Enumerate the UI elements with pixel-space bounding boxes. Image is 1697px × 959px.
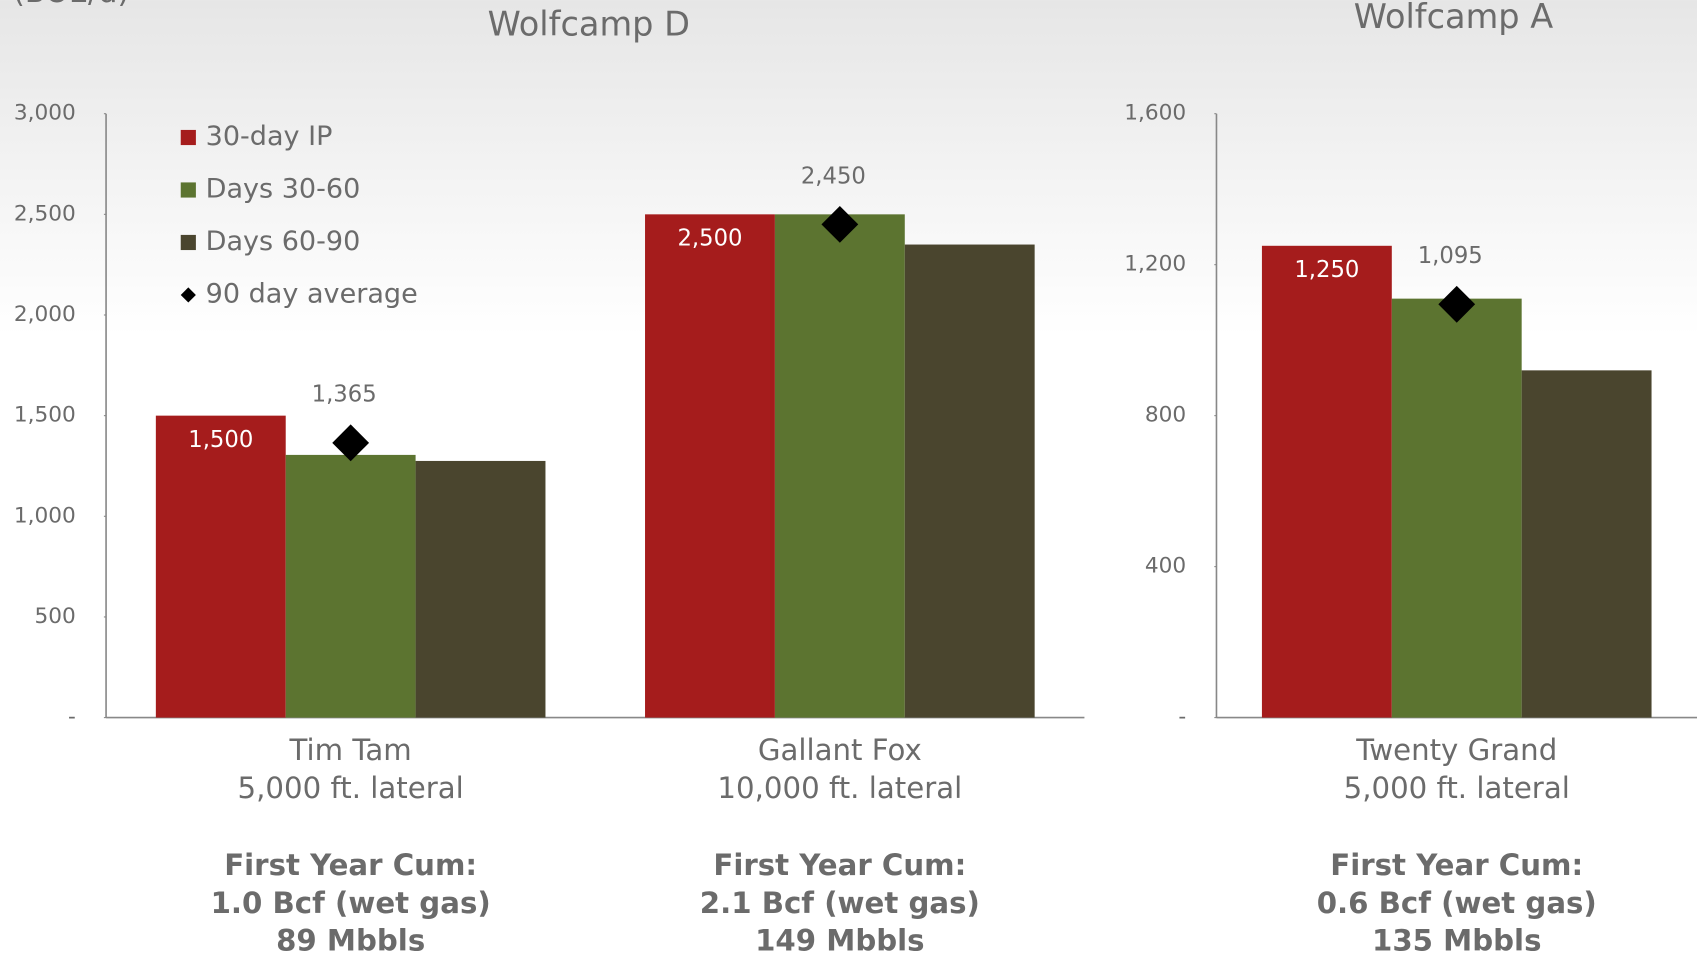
y-tick-label: - [68, 705, 76, 730]
legend-swatch [180, 182, 196, 198]
bar [1261, 245, 1392, 718]
y-tick-label: 2,000 [14, 302, 76, 327]
legend-label: Days 60-90 [206, 226, 361, 257]
y-tick-label: 400 [1145, 554, 1186, 579]
y-tick-label: 500 [34, 604, 75, 629]
legend-swatch [180, 129, 196, 146]
footnote: First Year Cum: [1330, 848, 1583, 882]
average-marker [1438, 285, 1476, 323]
average-value-label: 1,365 [312, 382, 377, 408]
footnote: 89 Mbbls [276, 924, 425, 958]
bar [1391, 298, 1522, 718]
category-note: 5,000 ft. lateral [238, 771, 464, 805]
y-tick-label: 1,600 [1124, 101, 1186, 126]
legend-label: Days 30-60 [206, 173, 361, 204]
bar [1521, 370, 1652, 718]
legend-label: 90 day average [206, 278, 418, 309]
average-value-label: 2,450 [801, 163, 866, 189]
bar [645, 214, 775, 718]
y-tick-label: 1,500 [14, 403, 76, 428]
category-note: 5,000 ft. lateral [1344, 771, 1570, 805]
footnote: First Year Cum: [713, 848, 966, 882]
y-tick-label: 3,000 [14, 101, 76, 126]
legend-swatch [180, 234, 196, 251]
chart-title: Wolfcamp A [1354, 0, 1553, 36]
category-label: Twenty Grand [1355, 733, 1557, 767]
bar [415, 460, 546, 718]
bar-value-label: 1,250 [1294, 257, 1359, 283]
bar [285, 454, 416, 718]
y-tick-label: 1,000 [14, 503, 76, 528]
category-label: Tim Tam [289, 733, 412, 767]
bar-value-label: 2,500 [677, 226, 742, 252]
y-tick-label: 1,200 [1124, 252, 1186, 277]
legend-label: 30-day IP [206, 121, 333, 152]
y-axis-label: (BOE/d) [13, 0, 129, 10]
y-tick-label: 2,500 [14, 201, 76, 226]
average-marker [821, 206, 859, 243]
y-tick-label: - [1178, 705, 1186, 730]
average-value-label: 1,095 [1418, 243, 1483, 269]
footnote: 135 Mbbls [1372, 924, 1541, 958]
bar [904, 244, 1035, 718]
footnote: First Year Cum: [224, 848, 477, 882]
footnote: 1.0 Bcf (wet gas) [211, 886, 491, 920]
category-note: 10,000 ft. lateral [717, 771, 962, 805]
bar-value-label: 1,500 [188, 427, 253, 453]
footnote: 2.1 Bcf (wet gas) [700, 886, 980, 920]
bar [774, 214, 905, 718]
footnote: 0.6 Bcf (wet gas) [1317, 886, 1597, 920]
average-marker [332, 424, 370, 462]
bar [155, 415, 286, 718]
y-tick-label: 800 [1145, 403, 1186, 428]
chart-title: Wolfcamp D [488, 5, 690, 44]
category-label: Gallant Fox [758, 733, 922, 767]
footnote: 149 Mbbls [755, 924, 924, 958]
